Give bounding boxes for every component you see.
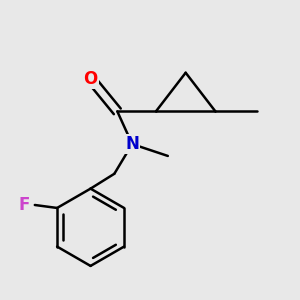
Text: N: N <box>125 135 139 153</box>
Text: O: O <box>83 70 98 88</box>
Text: F: F <box>19 196 30 214</box>
